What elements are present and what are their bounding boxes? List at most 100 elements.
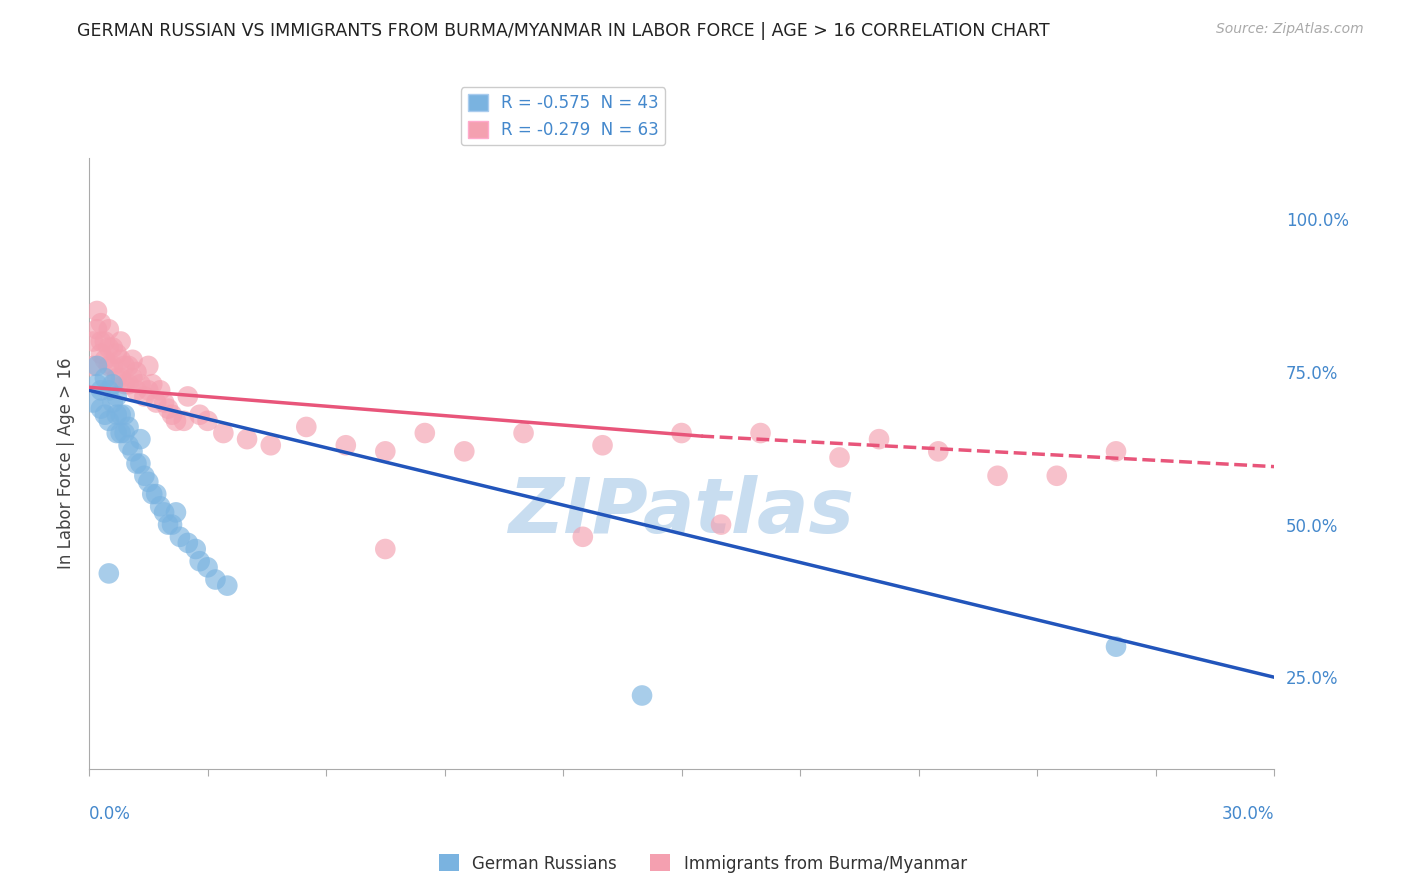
Point xyxy=(413,425,436,440)
Point xyxy=(165,414,187,428)
Point xyxy=(82,334,104,349)
Point xyxy=(188,554,211,568)
Point xyxy=(236,432,259,446)
Text: 0.0%: 0.0% xyxy=(89,805,131,823)
Point xyxy=(86,377,108,392)
Point xyxy=(260,438,283,452)
Point xyxy=(90,334,112,349)
Point xyxy=(117,359,139,373)
Point xyxy=(160,517,183,532)
Point xyxy=(90,401,112,416)
Point xyxy=(97,566,120,581)
Point xyxy=(710,517,733,532)
Point xyxy=(145,395,167,409)
Point xyxy=(134,389,156,403)
Point xyxy=(631,689,654,703)
Point xyxy=(97,359,120,373)
Point xyxy=(157,517,180,532)
Point xyxy=(121,352,143,367)
Point xyxy=(110,425,132,440)
Point xyxy=(749,425,772,440)
Point xyxy=(136,384,159,398)
Point xyxy=(94,408,117,422)
Point xyxy=(105,408,128,422)
Point xyxy=(136,475,159,489)
Point xyxy=(86,304,108,318)
Point xyxy=(114,425,136,440)
Point xyxy=(157,401,180,416)
Point xyxy=(114,377,136,392)
Legend: German Russians, Immigrants from Burma/Myanmar: German Russians, Immigrants from Burma/M… xyxy=(433,847,973,880)
Point xyxy=(125,384,148,398)
Point xyxy=(82,395,104,409)
Point xyxy=(153,505,176,519)
Point xyxy=(188,408,211,422)
Point xyxy=(97,322,120,336)
Point xyxy=(117,420,139,434)
Point xyxy=(184,541,207,556)
Point xyxy=(986,468,1008,483)
Point xyxy=(153,395,176,409)
Point xyxy=(129,377,152,392)
Point xyxy=(295,420,318,434)
Point xyxy=(86,322,108,336)
Point xyxy=(114,408,136,422)
Point xyxy=(671,425,693,440)
Point xyxy=(110,334,132,349)
Point xyxy=(105,425,128,440)
Point xyxy=(105,389,128,403)
Point xyxy=(197,414,219,428)
Point xyxy=(97,414,120,428)
Point xyxy=(374,541,396,556)
Point xyxy=(101,395,124,409)
Point xyxy=(141,487,163,501)
Point xyxy=(110,352,132,367)
Point xyxy=(212,425,235,440)
Point xyxy=(125,365,148,379)
Point xyxy=(90,347,112,361)
Point xyxy=(121,444,143,458)
Point xyxy=(94,371,117,385)
Point xyxy=(90,316,112,330)
Point xyxy=(204,573,226,587)
Text: 30.0%: 30.0% xyxy=(1222,805,1274,823)
Point xyxy=(1046,468,1069,483)
Point xyxy=(1105,444,1128,458)
Y-axis label: In Labor Force | Age > 16: In Labor Force | Age > 16 xyxy=(58,358,75,569)
Point xyxy=(149,500,172,514)
Point xyxy=(169,530,191,544)
Text: ZIPatlas: ZIPatlas xyxy=(509,475,855,549)
Point xyxy=(512,425,534,440)
Point xyxy=(149,384,172,398)
Point xyxy=(453,444,475,458)
Point xyxy=(177,536,200,550)
Text: GERMAN RUSSIAN VS IMMIGRANTS FROM BURMA/MYANMAR IN LABOR FORCE | AGE > 16 CORREL: GERMAN RUSSIAN VS IMMIGRANTS FROM BURMA/… xyxy=(77,22,1050,40)
Point xyxy=(141,377,163,392)
Point xyxy=(335,438,357,452)
Point xyxy=(217,579,239,593)
Point xyxy=(94,352,117,367)
Point xyxy=(136,359,159,373)
Point xyxy=(125,457,148,471)
Point xyxy=(105,347,128,361)
Point xyxy=(97,341,120,355)
Legend: R = -0.575  N = 43, R = -0.279  N = 63: R = -0.575 N = 43, R = -0.279 N = 63 xyxy=(461,87,665,145)
Point xyxy=(117,438,139,452)
Point xyxy=(868,432,890,446)
Point xyxy=(160,408,183,422)
Point xyxy=(927,444,949,458)
Point xyxy=(101,341,124,355)
Point xyxy=(86,359,108,373)
Point xyxy=(828,450,851,465)
Point xyxy=(117,377,139,392)
Point xyxy=(1105,640,1128,654)
Point xyxy=(97,384,120,398)
Point xyxy=(145,487,167,501)
Point xyxy=(101,377,124,392)
Point xyxy=(197,560,219,574)
Point xyxy=(114,359,136,373)
Point xyxy=(110,371,132,385)
Point xyxy=(165,505,187,519)
Point xyxy=(134,468,156,483)
Point xyxy=(374,444,396,458)
